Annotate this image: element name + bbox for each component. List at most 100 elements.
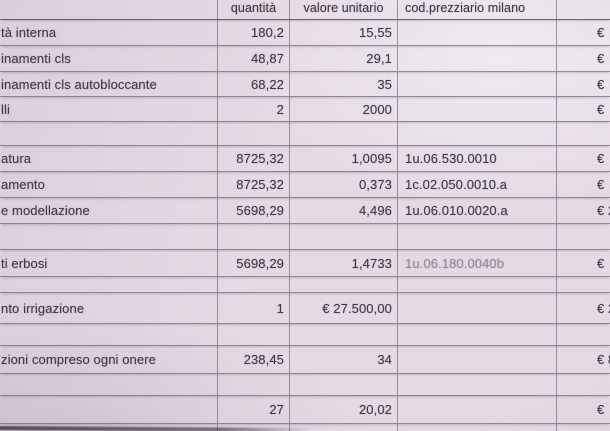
- cell-importo: €: [597, 76, 605, 92]
- cell-importo: € 8: [597, 352, 610, 367]
- cell-cod-prezziario: [398, 346, 557, 373]
- table-header-row: quantità valore unitario cod.prezziario …: [0, 0, 610, 20]
- cell-valore-unitario: 35: [290, 72, 398, 96]
- header-importo-empty: [557, 0, 610, 19]
- cell-quantita: 68,22: [218, 72, 290, 96]
- cell-importo: [557, 122, 610, 145]
- cell-importo: [557, 424, 610, 431]
- cell-label: [0, 122, 218, 145]
- header-quantita: quantità: [218, 0, 290, 19]
- cell-valore-unitario: 15,55: [290, 20, 398, 45]
- header-cod-prezziario: cod.prezziario milano: [398, 0, 557, 19]
- cell-importo: € 2: [597, 203, 610, 218]
- cell-label: inamenti cls: [0, 46, 218, 71]
- cell-importo: €: [597, 402, 605, 417]
- cell-valore-unitario: [290, 374, 398, 395]
- cell-label: e modellazione: [0, 198, 218, 223]
- cell-importo: [557, 324, 610, 345]
- cell-cod-prezziario: 1u.06.010.0020.a: [398, 198, 557, 223]
- cell-valore-unitario: 4,496: [290, 198, 398, 223]
- cell-label: ti erbosi: [0, 250, 218, 276]
- cell-label: [0, 277, 218, 292]
- cell-quantita: 5698,29: [218, 250, 290, 276]
- cell-quantita: 5698,29: [218, 198, 290, 223]
- cell-importo: €: [597, 177, 605, 192]
- cell-quantita: 27: [218, 396, 290, 423]
- cell-quantita: 238,45: [218, 346, 290, 373]
- cell-label: [0, 374, 218, 395]
- cell-label: [0, 324, 218, 345]
- cell-cod-prezziario: [398, 396, 557, 423]
- cell-valore-unitario: [290, 224, 398, 249]
- cell-cod-prezziario: 1u.06.530.0010: [398, 146, 557, 171]
- table-row: lli 2 2000 €: [0, 97, 610, 122]
- cell-importo: €: [597, 25, 605, 40]
- cell-quantita: [218, 224, 290, 249]
- table-row: atura 8725,32 1,0095 1u.06.530.0010 €: [0, 146, 610, 172]
- cell-valore-unitario: 0,373: [290, 172, 398, 197]
- table-row: amento 8725,32 0,373 1c.02.050.0010.a €: [0, 172, 610, 198]
- cell-cod-prezziario: [398, 374, 557, 395]
- cell-label: lli: [0, 97, 218, 121]
- header-label-empty: [0, 0, 218, 19]
- cell-label: amento: [0, 172, 218, 197]
- cell-quantita: [218, 374, 290, 395]
- cell-importo: [557, 277, 610, 292]
- cell-label: inamenti cls autobloccante: [0, 72, 218, 96]
- cell-valore-unitario: 2000: [290, 97, 398, 121]
- cell-valore-unitario: 1,4733: [290, 250, 398, 276]
- cell-cod-prezziario: [398, 46, 557, 71]
- cell-importo: € 2: [597, 300, 610, 316]
- cell-cod-prezziario: [398, 293, 557, 323]
- cell-quantita: [218, 122, 290, 145]
- table-row: 27 20,02 €: [0, 396, 610, 424]
- cell-cod-prezziario: 1u.06.180.0040b: [398, 250, 557, 276]
- cell-label: nto irrigazione: [0, 293, 218, 323]
- table-row-blank: [0, 224, 610, 250]
- cell-cod-prezziario: 1c.02.050.0010.a: [398, 172, 557, 197]
- cell-cod-prezziario: [398, 72, 557, 96]
- table-row-blank: [0, 122, 610, 146]
- cell-cod-prezziario: [398, 20, 557, 45]
- cell-valore-unitario: [290, 277, 398, 292]
- cell-valore-unitario: 1,0095: [290, 146, 398, 171]
- cell-quantita: 8725,32: [218, 172, 290, 197]
- cell-cod-prezziario: [398, 224, 557, 249]
- table-row: inamenti cls autobloccante 68,22 35 €: [0, 72, 610, 97]
- table-row: inamenti cls 48,87 29,1 €: [0, 46, 610, 72]
- cell-cod-prezziario: [398, 97, 557, 121]
- cell-label: [0, 224, 218, 249]
- table-row-blank: [0, 374, 610, 396]
- cell-cod-prezziario: [398, 324, 557, 345]
- table-row: tà interna 180,2 15,55 €: [0, 20, 610, 46]
- cell-importo: [557, 224, 610, 249]
- cell-label: [0, 396, 218, 423]
- cell-importo: €: [597, 101, 605, 117]
- cell-cod-prezziario: [398, 424, 557, 431]
- cell-valore-unitario: [290, 122, 398, 145]
- cell-importo: €: [597, 51, 605, 66]
- cell-quantita: [218, 277, 290, 292]
- cell-cod-prezziario: [398, 277, 557, 292]
- cell-importo: [557, 374, 610, 395]
- table-row: ti erbosi 5698,29 1,4733 1u.06.180.0040b €: [0, 250, 610, 277]
- cell-label: tà interna: [0, 20, 218, 45]
- cell-importo: €: [597, 255, 605, 271]
- cell-quantita: 2: [218, 97, 290, 121]
- table-row-blank: [0, 277, 610, 293]
- cell-valore-unitario: 34: [290, 346, 398, 373]
- cell-quantita: 48,87: [218, 46, 290, 71]
- cell-label: atura: [0, 146, 218, 171]
- cell-valore-unitario: 29,1: [290, 46, 398, 71]
- cell-cod-prezziario: [398, 122, 557, 145]
- cell-valore-unitario: 20,02: [290, 396, 398, 423]
- cell-valore-unitario: [290, 324, 398, 345]
- cell-valore-unitario: [290, 424, 398, 431]
- cell-importo: €: [597, 151, 605, 166]
- cell-valore-unitario: € 27.500,00: [290, 293, 398, 323]
- cell-quantita: [218, 324, 290, 345]
- cell-quantita: 1: [218, 293, 290, 323]
- photo-bottom-edge-line: [0, 426, 313, 431]
